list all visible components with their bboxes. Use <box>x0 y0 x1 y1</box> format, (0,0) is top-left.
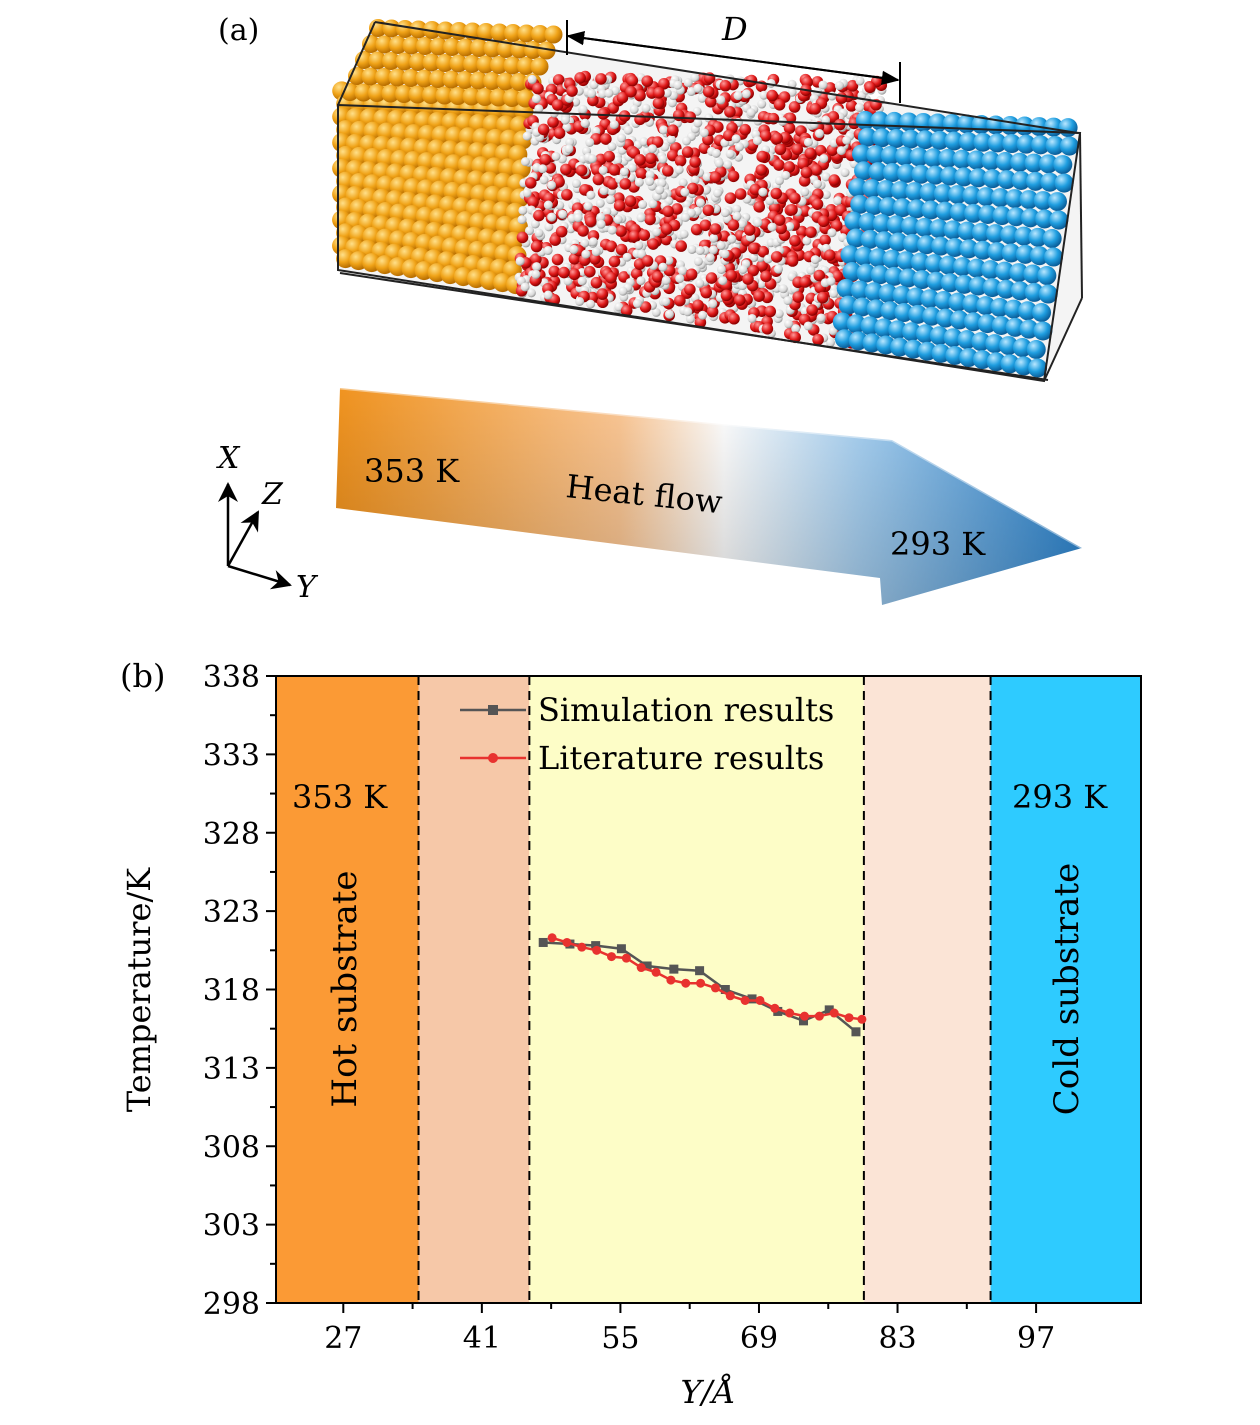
point-0-2 <box>591 941 601 951</box>
x-axis-label: X <box>216 441 241 476</box>
axis-triad: X Z Y <box>216 441 319 605</box>
point-1-12 <box>725 991 735 1001</box>
legend-marker-literature <box>488 753 498 763</box>
point-0-7 <box>720 985 730 994</box>
point-0-3 <box>616 944 626 954</box>
panel-a-label: (a) <box>218 13 259 48</box>
cold-substrate-label: Cold substrate <box>1047 863 1087 1115</box>
legend-simulation: Simulation results <box>538 691 834 729</box>
y-axis-title: Temperature/K <box>120 867 158 1112</box>
y-tick-label-4: 318 <box>203 974 260 1009</box>
hot-substrate-atoms <box>332 19 563 295</box>
region-4 <box>990 676 1141 1303</box>
point-1-8 <box>666 975 676 985</box>
point-1-0 <box>547 933 557 943</box>
point-0-6 <box>695 966 705 976</box>
point-1-16 <box>785 1008 795 1018</box>
point-1-3 <box>592 945 602 955</box>
point-0-12 <box>851 1027 861 1037</box>
point-1-15 <box>770 1003 780 1013</box>
legend: Simulation results Literature results <box>460 691 834 777</box>
panel-b-label: (b) <box>120 657 165 695</box>
point-1-4 <box>607 952 617 962</box>
hot-substrate-label: Hot substrate <box>325 870 365 1107</box>
series-layer <box>538 933 867 1037</box>
region-0 <box>276 676 419 1303</box>
background-regions <box>276 676 1141 1303</box>
x-tick-label-1: 41 <box>463 1321 501 1356</box>
z-axis-label: Z <box>261 477 284 512</box>
cold-substrate-atoms <box>832 110 1079 378</box>
dimension-label: D <box>721 10 748 48</box>
hot-temperature-label: 353 K <box>364 452 460 490</box>
box-edges <box>337 21 1083 383</box>
point-0-8 <box>747 994 757 1004</box>
y-axis-label: Y <box>296 570 319 605</box>
water-molecules <box>514 70 888 349</box>
point-1-10 <box>696 978 706 988</box>
axes: 27 41 55 69 83 97 298 303 308 313 318 323 328 333 338 <box>203 660 1055 1356</box>
panel-a: (a) D 353 K Heat flow 29 <box>216 10 1083 605</box>
dimension-D: D <box>566 10 901 103</box>
panel-b: (b) 353 K 293 K Hot substrate Cold subst… <box>120 657 1142 1411</box>
point-1-7 <box>651 967 661 977</box>
series-line-1 <box>551 936 863 1021</box>
point-1-13 <box>740 995 750 1005</box>
point-0-5 <box>669 964 679 974</box>
point-1-11 <box>710 983 720 993</box>
region-2 <box>529 676 864 1303</box>
point-0-4 <box>642 961 652 971</box>
y-tick-label-6: 328 <box>203 817 260 852</box>
x-tick-label-5: 97 <box>1017 1321 1055 1356</box>
series-1 <box>547 933 867 1024</box>
point-1-17 <box>800 1011 810 1021</box>
cold-region-temperature: 293 K <box>1012 778 1108 816</box>
y-tick-label-2: 308 <box>203 1130 260 1165</box>
region-1 <box>418 676 530 1303</box>
point-1-5 <box>621 953 631 963</box>
point-0-10 <box>799 1016 809 1026</box>
region-3 <box>863 676 991 1303</box>
y-tick-label-5: 323 <box>203 895 260 930</box>
x-tick-label-4: 83 <box>878 1321 916 1356</box>
point-1-18 <box>814 1011 824 1021</box>
x-axis-title: Y/Å <box>680 1373 735 1411</box>
x-tick-label-3: 69 <box>740 1321 778 1356</box>
legend-marker-simulation <box>488 705 498 715</box>
y-tick-label-0: 298 <box>203 1287 260 1322</box>
point-1-2 <box>577 942 587 952</box>
point-1-6 <box>636 963 646 973</box>
x-tick-label-0: 27 <box>324 1321 362 1356</box>
point-1-9 <box>681 978 691 988</box>
y-tick-label-3: 313 <box>203 1052 260 1087</box>
atom-layer <box>332 19 1082 381</box>
y-tick-label-8: 338 <box>203 660 260 695</box>
molecular-box <box>332 19 1083 383</box>
point-1-14 <box>755 995 765 1005</box>
y-tick-label-7: 333 <box>203 738 260 773</box>
y-tick-label-1: 303 <box>203 1209 260 1244</box>
legend-literature: Literature results <box>538 739 824 777</box>
point-1-21 <box>857 1014 867 1024</box>
point-0-11 <box>824 1005 834 1015</box>
point-0-0 <box>538 937 548 947</box>
x-tick-label-2: 55 <box>601 1321 639 1356</box>
point-1-19 <box>829 1008 839 1018</box>
heat-flow-arrow: 353 K Heat flow 293 K <box>336 386 1083 605</box>
hot-region-temperature: 353 K <box>292 778 388 816</box>
point-1-20 <box>844 1013 854 1023</box>
point-1-1 <box>562 937 572 947</box>
cold-temperature-label: 293 K <box>890 525 986 563</box>
